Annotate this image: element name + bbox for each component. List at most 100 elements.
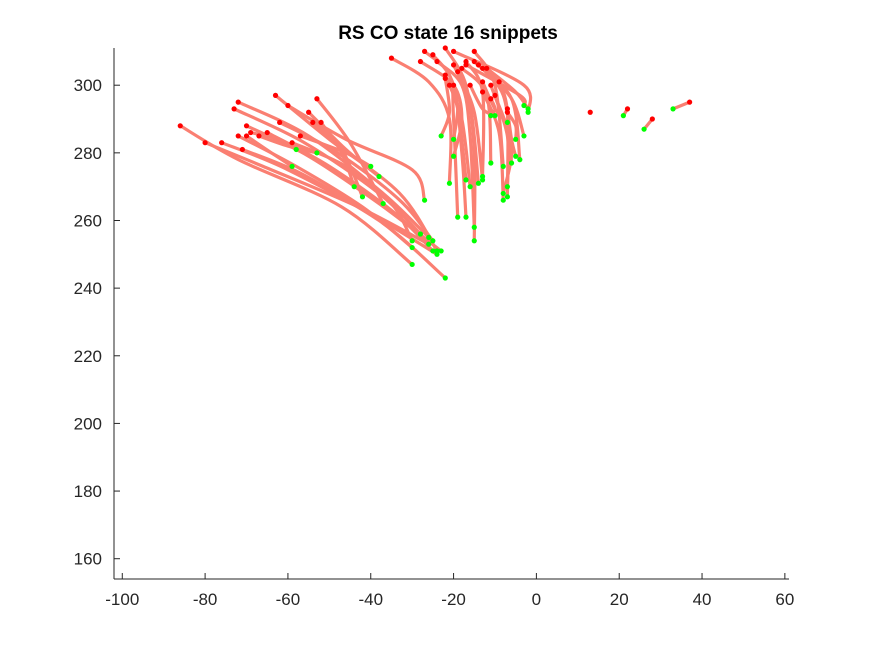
end-point xyxy=(442,275,448,281)
start-point xyxy=(455,69,461,75)
end-point xyxy=(492,113,498,119)
end-point xyxy=(450,153,457,159)
start-point xyxy=(256,133,262,139)
end-point xyxy=(359,194,366,200)
trajectory-line xyxy=(236,100,431,240)
start-point xyxy=(488,96,494,102)
start-point xyxy=(471,58,477,65)
end-point xyxy=(488,113,494,119)
end-point xyxy=(446,180,453,186)
end-point xyxy=(500,197,506,203)
end-point xyxy=(475,180,482,186)
trajectory-line xyxy=(203,141,431,246)
start-point xyxy=(310,119,316,126)
start-point xyxy=(272,92,279,98)
end-point xyxy=(426,241,432,247)
y-tick-label: 220 xyxy=(74,347,102,366)
trajectory-line xyxy=(319,120,356,189)
start-point xyxy=(306,109,312,115)
end-point xyxy=(500,190,506,197)
start-point xyxy=(450,62,457,68)
trajectory-line xyxy=(232,107,423,236)
trajectory-line xyxy=(505,110,518,141)
start-point xyxy=(285,102,291,109)
start-point xyxy=(219,140,225,146)
end-point xyxy=(525,109,531,115)
end-point xyxy=(450,136,457,142)
end-point xyxy=(467,184,473,190)
start-point xyxy=(496,79,502,85)
end-point xyxy=(471,224,477,230)
trajectory-line xyxy=(435,59,476,229)
start-point xyxy=(243,133,250,139)
end-point xyxy=(430,248,436,254)
trajectory-line xyxy=(240,147,439,256)
trajectory-line xyxy=(439,76,452,138)
y-tick-label: 260 xyxy=(74,211,102,230)
trajectory-line xyxy=(286,103,427,202)
trajectory-line xyxy=(244,124,443,253)
trajectory-line xyxy=(451,83,460,141)
start-point xyxy=(248,129,254,136)
start-point xyxy=(235,133,241,139)
end-point xyxy=(417,231,424,237)
end-point xyxy=(421,197,428,203)
x-tick-label: 60 xyxy=(775,590,794,609)
end-point xyxy=(504,184,511,190)
trajectory-line xyxy=(418,59,464,158)
end-point xyxy=(463,177,469,183)
end-point xyxy=(314,150,320,156)
trajectory-line xyxy=(389,56,453,185)
end-point xyxy=(504,194,511,200)
end-point xyxy=(430,238,436,244)
end-point xyxy=(376,173,382,180)
trajectory-line xyxy=(447,83,472,189)
start-point xyxy=(289,140,295,146)
start-point xyxy=(479,89,486,95)
trajectory-line xyxy=(307,110,381,179)
chart-title: RS CO state 16 snippets xyxy=(338,23,558,44)
start-point xyxy=(264,129,270,136)
end-point xyxy=(479,173,486,180)
start-point xyxy=(475,62,482,68)
start-point xyxy=(488,82,494,88)
x-tick-label: -40 xyxy=(358,590,383,609)
x-tick-label: 20 xyxy=(610,590,629,609)
end-point xyxy=(434,248,440,254)
start-point xyxy=(277,119,283,126)
end-point xyxy=(670,106,676,112)
y-tick-label: 240 xyxy=(74,279,102,298)
start-point xyxy=(459,65,465,71)
trajectory-line xyxy=(671,100,692,111)
end-point xyxy=(409,261,415,268)
x-tick-label: -100 xyxy=(105,590,139,609)
x-tick-label: -80 xyxy=(193,590,218,609)
end-point xyxy=(380,200,386,207)
trajectory-line xyxy=(451,49,533,114)
start-point xyxy=(231,106,237,112)
end-point xyxy=(500,163,506,169)
start-point xyxy=(624,106,631,112)
start-point xyxy=(434,58,440,65)
start-point xyxy=(314,96,320,102)
trajectory-line xyxy=(265,130,435,253)
start-point xyxy=(430,52,436,58)
trajectory-line xyxy=(456,70,485,182)
end-point xyxy=(521,133,527,139)
start-point xyxy=(239,146,245,153)
y-tick-label: 160 xyxy=(74,550,102,569)
y-tick-label: 180 xyxy=(74,482,102,501)
start-point xyxy=(463,62,469,68)
end-point xyxy=(641,126,647,132)
trajectory-line xyxy=(480,66,526,138)
end-point xyxy=(438,133,444,139)
end-point xyxy=(455,214,461,220)
end-point xyxy=(351,184,357,190)
start-point xyxy=(479,79,486,85)
start-point xyxy=(202,140,208,146)
trajectory-line xyxy=(311,120,365,199)
start-point xyxy=(687,99,693,105)
end-point xyxy=(289,163,295,169)
end-point xyxy=(513,136,519,142)
